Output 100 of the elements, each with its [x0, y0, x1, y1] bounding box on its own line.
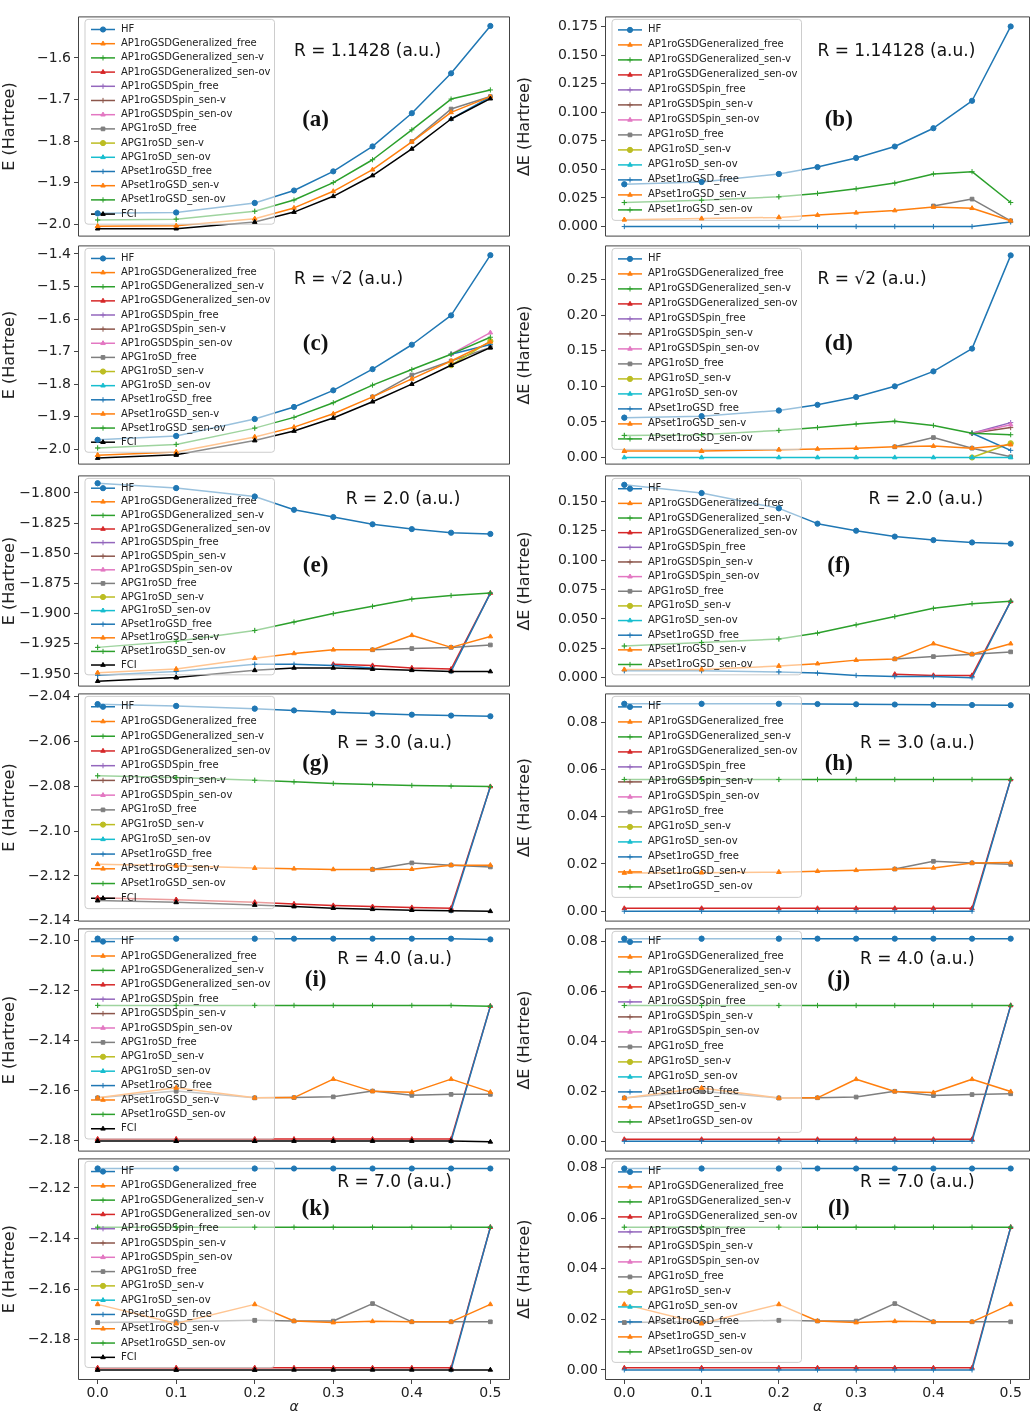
legend-label: FCI	[121, 891, 137, 903]
x-axis-title: α	[289, 1398, 300, 1415]
legend-label: AP1roGSDGeneralized_sen-ov	[648, 745, 798, 758]
legend-label: APset1roGSD_free	[121, 165, 212, 178]
y-axis-title: E (Hartree)	[0, 1225, 18, 1314]
y-axis-title: E (Hartree)	[0, 310, 18, 400]
legend-label: AP1roGSDSpin_sen-ov	[648, 1025, 760, 1038]
legend-label: AP1roGSDSpin_free	[121, 1222, 219, 1235]
y-tick-label: 0.000	[557, 217, 598, 234]
y-tick-label: −2.16	[28, 1081, 72, 1098]
y-tick-label: −2.14	[28, 911, 72, 928]
y-axis-title: ΔE (Hartree)	[513, 76, 533, 177]
y-tick-label: −1.850	[19, 543, 71, 560]
legend-label: AP1roGSDSpin_sen-v	[648, 327, 753, 340]
y-tick-label: 0.025	[557, 639, 598, 655]
annotation: R = √2 (a.u.)	[294, 267, 404, 288]
y-tick-label: 0.125	[557, 74, 598, 91]
legend-label: HF	[648, 1165, 662, 1177]
annotation: R = 1.1428 (a.u.)	[294, 40, 442, 61]
legend-label: APset1roGSD_sen-ov	[648, 203, 753, 216]
y-tick-label: −2.12	[28, 866, 71, 883]
legend-label: AP1roGSDGeneralized_sen-ov	[648, 1210, 798, 1223]
legend-label: APset1roGSD_sen-ov	[121, 645, 226, 658]
legend-label: HF	[648, 700, 662, 712]
y-tick-label: 0.20	[566, 305, 598, 322]
legend-label: AP1roGSDSpin_sen-ov	[121, 336, 233, 349]
x-tick-label: 0.1	[165, 1384, 188, 1401]
y-tick-label: −1.8	[37, 374, 71, 391]
legend-label: APset1roGSD_free	[121, 847, 212, 860]
y-axis-title: ΔE (Hartree)	[513, 1219, 533, 1319]
y-axis-title: ΔE (Hartree)	[513, 757, 533, 858]
annotation: (j)	[827, 965, 851, 991]
annotation: R = 4.0 (a.u.)	[337, 948, 452, 969]
y-tick-label: −2.16	[28, 1279, 72, 1296]
legend-label: AP1roGSDGeneralized_sen-v	[648, 282, 792, 295]
legend-label: AP1roGSDGeneralized_sen-v	[121, 51, 265, 64]
y-axis-title: E (Hartree)	[0, 82, 18, 171]
legend-label: APG1roSD_sen-v	[648, 599, 732, 612]
legend-label: AP1roGSDSpin_free	[121, 992, 219, 1005]
legend-label: AP1roGSDGeneralized_sen-ov	[121, 522, 271, 535]
y-axis-title: ΔE (Hartree)	[513, 531, 533, 631]
legend-label: APG1roSD_sen-ov	[121, 1293, 211, 1306]
legend-label: FCI	[121, 207, 137, 219]
legend-label: AP1roGSDGeneralized_free	[121, 949, 257, 962]
y-tick-label: 0.075	[557, 580, 598, 597]
y-tick-label: 0.10	[566, 376, 598, 393]
legend-label: APG1roSD_free	[121, 577, 197, 589]
legend-label: APset1roGSD_sen-v	[648, 643, 747, 656]
y-tick-label: −1.6	[37, 48, 72, 65]
legend-label: AP1roGSDSpin_sen-ov	[648, 1255, 760, 1268]
legend-label: APset1roGSD_free	[648, 1315, 739, 1328]
legend-label: HF	[648, 935, 662, 947]
legend-label: APset1roGSD_free	[121, 617, 212, 630]
y-tick-label: −2.0	[37, 439, 71, 456]
legend-label: FCI	[121, 1350, 137, 1362]
y-tick-label: −1.7	[37, 342, 71, 359]
legend-label: AP1roGSDSpin_sen-ov	[648, 342, 760, 355]
y-tick-label: −1.9	[37, 407, 71, 424]
y-tick-label: 0.04	[566, 807, 599, 824]
y-tick-label: 0.00	[566, 1131, 598, 1148]
legend-label: AP1roGSDGeneralized_sen-ov	[121, 744, 271, 757]
legend-label: APG1roSD_free	[648, 1040, 724, 1053]
y-tick-label: 0.06	[566, 981, 599, 998]
legend-label: AP1roGSDSpin_sen-v	[648, 775, 753, 788]
y-tick-label: −2.14	[28, 1031, 72, 1048]
legend-label: APset1roGSD_sen-v	[121, 631, 220, 644]
y-tick-label: 0.02	[566, 854, 598, 871]
legend-label: APset1roGSD_sen-ov	[648, 658, 753, 671]
x-tick-label: 0.5	[999, 1384, 1022, 1401]
legend-label: HF	[648, 252, 662, 264]
y-tick-label: −1.950	[19, 664, 71, 681]
x-tick-label: 0.3	[845, 1384, 868, 1401]
y-tick-label: −2.08	[28, 776, 71, 793]
legend-label: AP1roGSDGeneralized_free	[648, 267, 784, 280]
y-tick-label: 0.15	[566, 341, 598, 358]
y-tick-label: 0.05	[566, 412, 598, 429]
legend-label: FCI	[121, 658, 137, 670]
y-tick-label: 0.08	[566, 931, 598, 948]
legend-label: APG1roSD_sen-v	[648, 1055, 732, 1068]
legend-label: APset1roGSD_sen-v	[121, 1322, 220, 1335]
legend-label: AP1roGSDSpin_sen-ov	[121, 788, 233, 801]
legend-label: AP1roGSDSpin_free	[648, 312, 746, 325]
legend-label: AP1roGSDSpin_free	[648, 83, 746, 96]
legend-label: AP1roGSDGeneralized_free	[648, 496, 784, 509]
legend-label: AP1roGSDGeneralized_free	[121, 266, 257, 279]
legend-label: APset1roGSD_sen-v	[648, 1100, 747, 1113]
legend-label: APG1roSD_free	[121, 1265, 197, 1278]
y-tick-label: −2.14	[28, 1229, 72, 1246]
legend-label: APset1roGSD_sen-v	[648, 188, 747, 201]
legend-label: APset1roGSD_free	[648, 628, 739, 641]
legend-label: APG1roSD_sen-v	[648, 372, 732, 385]
legend-label: AP1roGSDSpin_sen-v	[121, 1236, 226, 1249]
legend-label: APset1roGSD_sen-ov	[121, 193, 226, 206]
legend-label: AP1roGSDGeneralized_sen-v	[121, 1193, 265, 1206]
legend-label: AP1roGSDSpin_sen-ov	[648, 570, 760, 583]
legend-label: AP1roGSDSpin_free	[648, 995, 746, 1008]
legend-label: AP1roGSDSpin_free	[648, 1225, 746, 1238]
legend-label: APG1roSD_sen-v	[121, 818, 205, 831]
legend-label: APG1roSD_sen-ov	[648, 835, 738, 848]
legend-label: AP1roGSDSpin_sen-ov	[121, 1021, 233, 1034]
